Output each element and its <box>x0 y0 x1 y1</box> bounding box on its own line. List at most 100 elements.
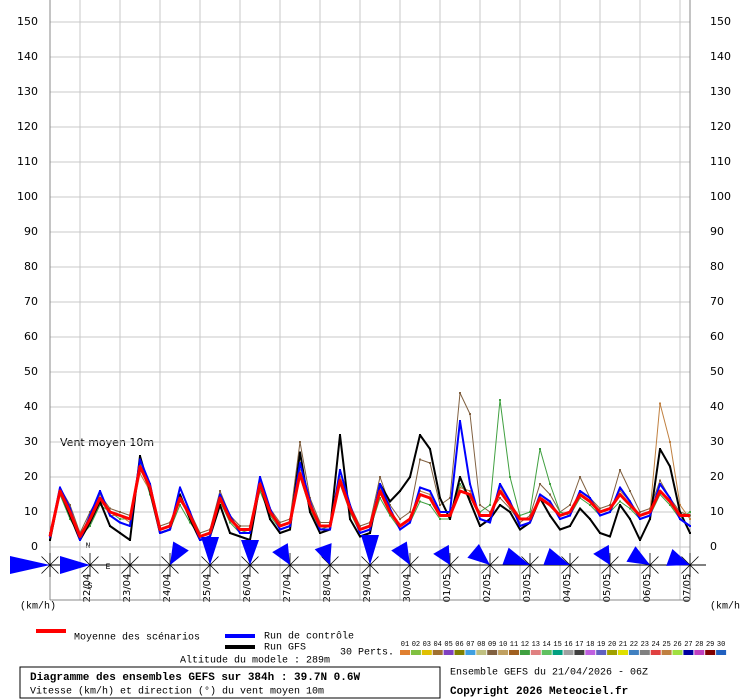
point <box>599 514 601 517</box>
x-tick-label: 25/04 <box>202 574 213 603</box>
perturbation-name: 24 <box>651 641 659 649</box>
point <box>489 521 491 524</box>
point <box>89 514 91 517</box>
point <box>509 500 511 503</box>
point <box>449 518 451 520</box>
perturbation-swatch <box>585 650 596 655</box>
perturbation-name: 23 <box>641 641 649 649</box>
point <box>669 441 671 443</box>
wind-arrow <box>433 544 450 565</box>
point <box>59 486 61 489</box>
point <box>589 497 591 499</box>
point <box>179 493 181 496</box>
point <box>689 518 691 520</box>
wind-arrow <box>170 541 189 565</box>
point <box>349 518 351 520</box>
perturbation-name: 04 <box>433 641 441 649</box>
point <box>549 493 551 496</box>
point <box>439 511 441 513</box>
point <box>439 504 441 506</box>
y-tick-label: 100 <box>17 190 38 203</box>
point <box>549 500 551 503</box>
perturbation-name: 08 <box>477 641 485 649</box>
point <box>219 493 221 496</box>
y-tick-label: 150 <box>17 15 38 28</box>
y-tick-label: 40 <box>24 400 38 413</box>
point <box>629 490 631 492</box>
point <box>99 504 101 506</box>
point <box>69 504 71 506</box>
point <box>649 518 651 520</box>
legend-label: Run de contrôle <box>264 631 354 643</box>
y-tick-label-right: 120 <box>710 120 731 133</box>
y-tick-label-right: 90 <box>710 225 724 238</box>
point <box>499 483 501 485</box>
perturbation-name: 22 <box>630 641 638 649</box>
perturbation-swatch <box>574 650 585 655</box>
compass-e: E <box>106 563 111 572</box>
point <box>489 504 491 506</box>
wind-arrow <box>666 549 690 566</box>
perturbation-name: 03 <box>423 641 431 649</box>
y-tick-label: 30 <box>24 435 38 448</box>
point <box>619 486 621 489</box>
x-tick-label: 07/05 <box>682 574 693 603</box>
point <box>629 500 631 503</box>
point <box>539 483 541 485</box>
point <box>509 511 511 513</box>
point <box>199 532 201 534</box>
wind-arrow <box>543 547 570 565</box>
x-tick-label: 05/05 <box>602 574 613 603</box>
y-tick-label: 60 <box>24 330 38 343</box>
x-tick-label: 03/05 <box>522 574 533 603</box>
point <box>539 448 541 450</box>
point <box>389 507 391 510</box>
perturbation-swatch <box>683 650 694 655</box>
point <box>439 518 441 520</box>
point <box>529 521 531 524</box>
point <box>529 514 531 517</box>
point <box>649 514 651 517</box>
point <box>559 511 561 513</box>
perturbation-name: 18 <box>586 641 594 649</box>
point <box>509 507 511 510</box>
y-tick-label-right: 40 <box>710 400 724 413</box>
y-tick-label-right: 20 <box>710 470 724 483</box>
perturbation-name: 25 <box>662 641 670 649</box>
point <box>579 476 581 478</box>
point <box>389 500 391 503</box>
x-tick-label: 26/04 <box>242 574 253 603</box>
point <box>659 479 661 482</box>
point <box>369 532 371 534</box>
point <box>359 535 361 538</box>
point <box>399 518 401 520</box>
point <box>689 532 691 534</box>
perturbation-swatch <box>454 650 465 655</box>
chart-title: Diagramme des ensembles GEFS sur 384h : … <box>30 672 360 684</box>
perturbation-name: 02 <box>412 641 420 649</box>
point <box>679 511 681 513</box>
y-tick-label: 0 <box>31 540 38 553</box>
point <box>299 451 301 454</box>
point <box>339 476 341 478</box>
point <box>639 518 641 520</box>
point <box>459 476 461 478</box>
point <box>659 493 661 496</box>
point <box>209 535 211 538</box>
y-tick-label-right: 10 <box>710 505 724 518</box>
point <box>89 525 91 527</box>
perturbation-swatch <box>563 650 574 655</box>
x-tick-label: 06/05 <box>642 574 653 603</box>
point <box>609 504 611 506</box>
point <box>189 518 191 520</box>
perturbation-name: 27 <box>684 641 692 649</box>
point <box>389 514 391 517</box>
point <box>329 528 331 531</box>
point <box>419 458 421 461</box>
perturbation-name: 28 <box>695 641 703 649</box>
run-info: Ensemble GEFS du 21/04/2026 - 06Z <box>450 667 648 679</box>
y-tick-label-right: 130 <box>710 85 731 98</box>
point <box>469 483 471 485</box>
point <box>119 511 121 513</box>
